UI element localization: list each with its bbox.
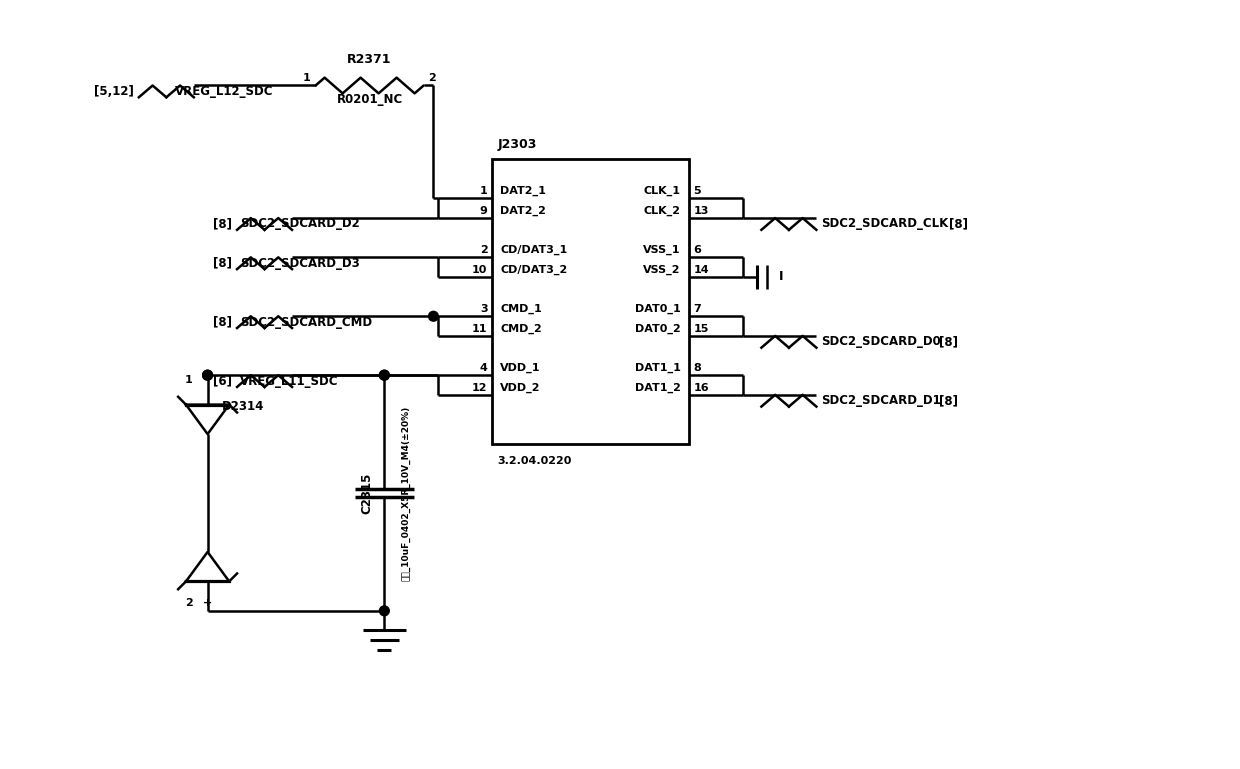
Text: DAT2_1: DAT2_1: [500, 186, 546, 196]
Text: DAT2_2: DAT2_2: [500, 206, 546, 216]
Text: VREG_L11_SDC: VREG_L11_SDC: [241, 375, 339, 388]
Text: 9: 9: [480, 206, 487, 216]
Text: CD/DAT3_1: CD/DAT3_1: [500, 245, 568, 255]
Text: I: I: [779, 271, 784, 284]
Text: 1: 1: [185, 375, 193, 385]
Text: R2371: R2371: [347, 53, 392, 66]
Text: DAT1_2: DAT1_2: [635, 383, 681, 393]
Text: [8]: [8]: [213, 257, 232, 270]
Text: 2: 2: [429, 72, 436, 82]
Text: SDC2_SDCARD_D1: SDC2_SDCARD_D1: [821, 394, 941, 408]
Text: SDC2_SDCARD_D0: SDC2_SDCARD_D0: [821, 335, 941, 348]
Text: [5,12]: [5,12]: [94, 85, 134, 98]
Text: 15: 15: [693, 324, 709, 334]
Text: 电容_10uF_0402_X5R_10V_M4(±20%): 电容_10uF_0402_X5R_10V_M4(±20%): [402, 405, 410, 581]
Text: 11: 11: [472, 324, 487, 334]
Text: 1: 1: [303, 72, 311, 82]
Text: SDC2_SDCARD_CLK: SDC2_SDCARD_CLK: [821, 218, 949, 231]
Text: [8]: [8]: [213, 218, 232, 231]
Text: CD/DAT3_2: CD/DAT3_2: [500, 265, 568, 275]
Text: D2314: D2314: [222, 400, 264, 413]
Text: VDD_1: VDD_1: [500, 363, 541, 373]
Text: +: +: [202, 598, 212, 608]
Text: CLK_2: CLK_2: [644, 206, 681, 216]
Text: 5: 5: [693, 186, 702, 196]
Text: [8]: [8]: [213, 315, 232, 328]
Text: 12: 12: [472, 383, 487, 393]
Text: 16: 16: [693, 383, 709, 393]
Text: CMD_2: CMD_2: [500, 324, 542, 334]
Text: DAT0_1: DAT0_1: [635, 304, 681, 315]
Text: VREG_L12_SDC: VREG_L12_SDC: [175, 85, 274, 98]
Text: 14: 14: [693, 265, 709, 275]
Text: VDD_2: VDD_2: [500, 383, 541, 393]
Text: 13: 13: [693, 206, 709, 216]
Text: [8]: [8]: [949, 218, 968, 231]
Text: 8: 8: [693, 363, 702, 373]
Text: 2: 2: [480, 245, 487, 255]
Text: SDC2_SDCARD_D3: SDC2_SDCARD_D3: [241, 257, 360, 270]
Text: 4: 4: [480, 363, 487, 373]
Circle shape: [379, 606, 389, 616]
Circle shape: [379, 370, 389, 380]
Text: DAT0_2: DAT0_2: [635, 324, 681, 334]
Text: SDC2_SDCARD_D2: SDC2_SDCARD_D2: [241, 218, 360, 231]
Circle shape: [202, 370, 212, 380]
Text: VSS_1: VSS_1: [644, 245, 681, 255]
Circle shape: [429, 311, 439, 321]
Text: [8]: [8]: [939, 335, 959, 348]
Text: 3: 3: [480, 305, 487, 315]
Text: 3.2.04.0220: 3.2.04.0220: [497, 456, 572, 466]
Text: 10: 10: [472, 265, 487, 275]
Text: CLK_1: CLK_1: [644, 186, 681, 196]
Text: 1: 1: [480, 186, 487, 196]
Text: [6]: [6]: [213, 375, 232, 388]
Text: R0201_NC: R0201_NC: [336, 93, 403, 106]
Text: CMD_1: CMD_1: [500, 304, 542, 315]
Text: 2: 2: [185, 598, 193, 608]
Text: 6: 6: [693, 245, 702, 255]
Bar: [492, 159, 688, 444]
Circle shape: [379, 370, 389, 380]
Circle shape: [202, 370, 212, 380]
Text: DAT1_1: DAT1_1: [635, 363, 681, 373]
Text: VSS_2: VSS_2: [644, 265, 681, 275]
Text: C2315: C2315: [360, 472, 373, 514]
Text: J2303: J2303: [497, 138, 537, 151]
Text: 7: 7: [693, 305, 702, 315]
Text: [8]: [8]: [939, 394, 959, 408]
Text: SDC2_SDCARD_CMD: SDC2_SDCARD_CMD: [241, 315, 372, 328]
